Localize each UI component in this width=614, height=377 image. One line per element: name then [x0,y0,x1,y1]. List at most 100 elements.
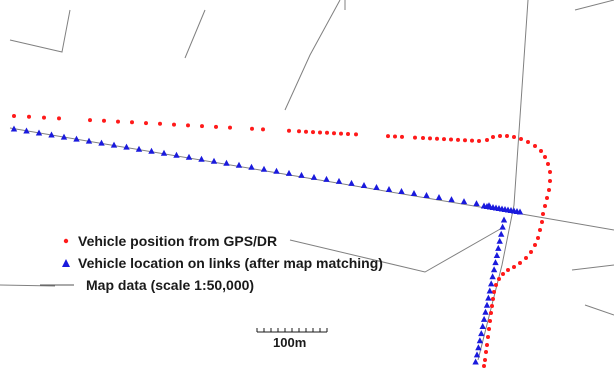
gps-dr-point [393,134,397,139]
gps-dr-point [428,136,432,141]
matched-point [499,223,506,230]
gps-dr-point [506,268,510,272]
matched-point [173,151,180,158]
gps-dr-point [489,311,493,315]
matched-point [410,190,418,196]
gps-dr-point [116,119,120,124]
gps-dr-point [501,272,505,276]
matched-point [516,208,524,215]
scale-bar [256,328,328,333]
gps-dr-point [339,131,343,136]
gps-dr-point [536,236,540,240]
red-dot-icon [63,238,69,244]
matched-point [48,131,55,138]
gps-dr-point [57,116,61,121]
matched-point [298,171,305,178]
gps-dr-point [435,136,439,141]
gps-dr-point [144,121,148,126]
matched-point [482,308,489,315]
legend-label-gps: Vehicle position from GPS/DR [78,233,278,249]
gps-dr-point [318,130,322,135]
gps-dr-point [354,132,358,137]
matched-point [435,194,443,200]
gps-dr-point [497,277,501,281]
matched-point [360,182,368,188]
gps-dr-point [529,250,533,254]
map-matched-points [10,125,524,365]
matched-point [496,237,503,244]
gps-dr-point [477,139,481,143]
legend-label-matched: Vehicle location on links (after map mat… [78,255,383,271]
matched-point [60,133,68,140]
matched-point [248,163,255,170]
gps-dr-point [543,155,547,159]
gps-dr-point [491,135,495,139]
gps-dr-point [492,290,496,294]
matched-point [198,155,205,162]
gps-dr-point [485,138,489,142]
matched-point [135,145,143,152]
gps-dr-point [483,358,487,362]
gps-dr-point [546,162,550,166]
matched-point [476,337,484,344]
matched-point [488,280,495,287]
gps-dr-point [512,135,516,139]
road-link [289,227,503,273]
gps-dr-point [449,137,453,142]
matched-point [398,188,405,194]
matched-point [486,287,493,294]
gps-dr-point [27,114,31,119]
gps-dr-point [470,138,474,143]
gps-dr-point [498,134,502,138]
gps-dr-point [543,204,547,208]
gps-dr-point [526,140,530,144]
road-link [571,264,614,271]
matched-point [223,159,230,166]
gps-dr-point [158,121,162,126]
gps-dr-point [12,114,16,118]
legend-label-map-data: Map data (scale 1:50,000) [86,277,255,293]
gps-dr-point [88,118,92,123]
gray-line-icon [40,284,74,286]
blue-triangle-icon [62,259,70,267]
gps-dr-point [484,350,488,354]
gps-dr-point [524,256,528,260]
road-network [0,0,614,361]
gps-dr-point [200,124,204,129]
matched-point [260,165,268,172]
gps-dr-point [261,127,265,132]
gps-dr-point [332,131,336,136]
matched-point [348,179,355,186]
matched-point [210,157,218,164]
matched-point [98,139,105,146]
gps-dr-point [456,137,460,142]
gps-dr-point [491,297,495,301]
matched-point [478,330,485,337]
gps-dr-point [485,343,489,347]
road-link [184,9,206,59]
gps-dr-point [548,170,552,174]
matched-point [85,137,93,144]
matched-point [483,301,491,308]
matched-point [110,141,118,148]
matched-point [335,177,343,184]
gps-dr-point [512,265,516,269]
gps-dr-point [505,134,509,138]
gps-dr-point [541,212,545,216]
matched-point [73,135,80,142]
matched-point [495,244,502,251]
gps-dr-point [325,130,329,135]
matched-point [323,175,330,182]
matched-point [500,216,508,223]
gps-dr-point [487,327,491,331]
gps-dr-point [494,283,498,287]
road-link [0,284,56,287]
gps-dr-point [250,126,254,131]
gps-dr-point [172,122,176,127]
matched-point [23,127,30,134]
gps-dr-point [533,243,537,247]
gps-dr-point [442,137,446,142]
gps-dr-point [297,129,301,134]
legend-item-map-data: Map data (scale 1:50,000) [40,276,254,294]
legend-item-matched: Vehicle location on links (after map mat… [60,254,383,272]
